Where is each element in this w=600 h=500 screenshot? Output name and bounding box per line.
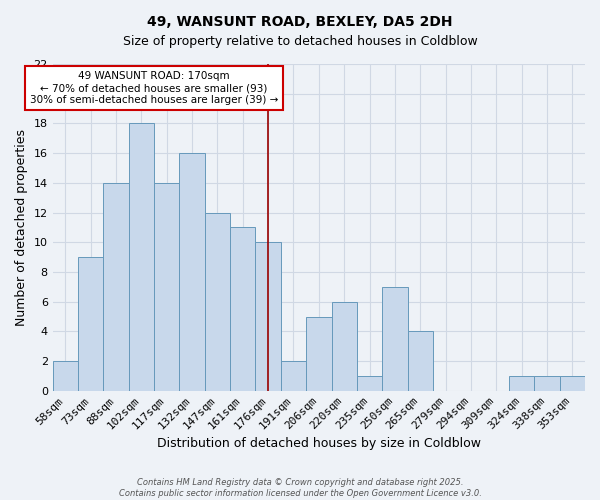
- Bar: [53, 361, 78, 391]
- Bar: [357, 376, 382, 391]
- Bar: [179, 153, 205, 391]
- Bar: [256, 242, 281, 391]
- Text: Size of property relative to detached houses in Coldblow: Size of property relative to detached ho…: [122, 35, 478, 48]
- Bar: [154, 183, 179, 391]
- Bar: [230, 228, 256, 391]
- Bar: [560, 376, 585, 391]
- Text: 49 WANSUNT ROAD: 170sqm
← 70% of detached houses are smaller (93)
30% of semi-de: 49 WANSUNT ROAD: 170sqm ← 70% of detache…: [30, 72, 278, 104]
- Bar: [129, 124, 154, 391]
- Bar: [535, 376, 560, 391]
- Bar: [78, 257, 103, 391]
- Bar: [509, 376, 535, 391]
- Bar: [205, 212, 230, 391]
- Bar: [407, 332, 433, 391]
- Text: Contains HM Land Registry data © Crown copyright and database right 2025.
Contai: Contains HM Land Registry data © Crown c…: [119, 478, 481, 498]
- Text: 49, WANSUNT ROAD, BEXLEY, DA5 2DH: 49, WANSUNT ROAD, BEXLEY, DA5 2DH: [147, 15, 453, 29]
- Y-axis label: Number of detached properties: Number of detached properties: [15, 129, 28, 326]
- Bar: [332, 302, 357, 391]
- Bar: [103, 183, 129, 391]
- Bar: [382, 287, 407, 391]
- Bar: [281, 361, 306, 391]
- X-axis label: Distribution of detached houses by size in Coldblow: Distribution of detached houses by size …: [157, 437, 481, 450]
- Bar: [306, 316, 332, 391]
